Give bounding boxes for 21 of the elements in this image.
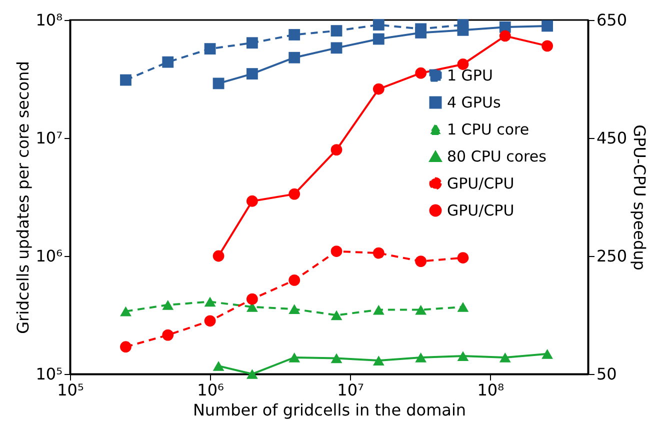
legend-label: GPU/CPU (447, 174, 514, 192)
legend-label: GPU/CPU (447, 202, 514, 220)
y2-tick-label: 250 (596, 246, 628, 266)
legend-label: 1 GPU (447, 66, 493, 84)
x-axis-title: Number of gridcells in the domain (192, 400, 466, 420)
y2-tick-label: 50 (596, 364, 617, 384)
legend-label: 1 CPU core (447, 120, 530, 138)
y-tick-label: 10⁷ (36, 128, 62, 148)
y2-tick-label: 450 (596, 128, 628, 148)
y2-axis-title: GPU-CPU speedup (630, 124, 650, 270)
y-axis-title: Gridcells updates per core second (14, 61, 33, 334)
legend-label: 80 CPU cores (447, 148, 547, 166)
y-tick-label: 10⁸ (36, 10, 62, 30)
y2-tick-label: 650 (596, 10, 628, 30)
x-tick-label: 10⁵ (57, 380, 84, 400)
y-tick-label: 10⁵ (36, 364, 62, 384)
x-tick-label: 10⁸ (477, 380, 504, 400)
x-tick-label: 10⁷ (337, 380, 364, 400)
x-tick-label: 10⁶ (197, 380, 224, 400)
legend-label: 4 GPUs (447, 94, 501, 112)
y-tick-label: 10⁶ (36, 246, 62, 266)
